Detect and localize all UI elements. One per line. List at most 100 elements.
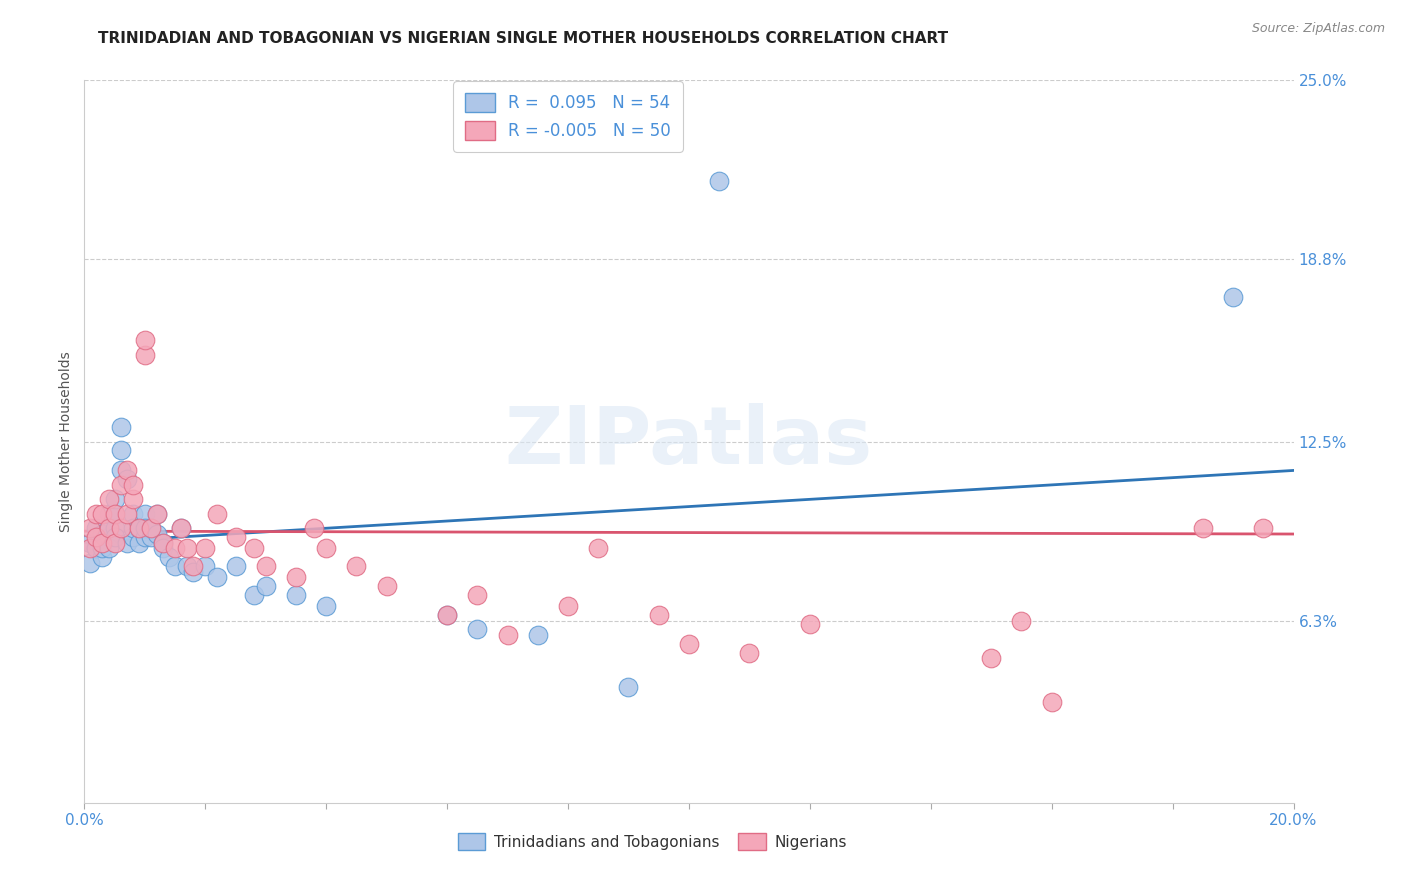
Legend: Trinidadians and Tobagonians, Nigerians: Trinidadians and Tobagonians, Nigerians bbox=[451, 827, 853, 856]
Point bbox=[104, 535, 127, 549]
Point bbox=[146, 507, 169, 521]
Point bbox=[152, 535, 174, 549]
Point bbox=[557, 599, 579, 614]
Point bbox=[104, 507, 127, 521]
Point bbox=[648, 607, 671, 622]
Point bbox=[139, 530, 162, 544]
Point bbox=[139, 521, 162, 535]
Point bbox=[97, 521, 120, 535]
Point bbox=[110, 463, 132, 477]
Point bbox=[1222, 290, 1244, 304]
Point bbox=[115, 472, 138, 486]
Point bbox=[139, 521, 162, 535]
Point bbox=[678, 637, 700, 651]
Point bbox=[170, 521, 193, 535]
Point bbox=[242, 588, 264, 602]
Point bbox=[79, 521, 101, 535]
Point bbox=[110, 420, 132, 434]
Point bbox=[134, 521, 156, 535]
Point bbox=[346, 558, 368, 573]
Point bbox=[97, 541, 120, 556]
Point bbox=[285, 570, 308, 584]
Point bbox=[207, 507, 229, 521]
Point bbox=[97, 521, 120, 535]
Point bbox=[115, 507, 138, 521]
Point bbox=[467, 588, 489, 602]
Point bbox=[128, 521, 150, 535]
Y-axis label: Single Mother Households: Single Mother Households bbox=[59, 351, 73, 532]
Point bbox=[980, 651, 1002, 665]
Point bbox=[254, 558, 277, 573]
Point bbox=[152, 535, 174, 549]
Text: ZIPatlas: ZIPatlas bbox=[505, 402, 873, 481]
Point bbox=[110, 478, 132, 492]
Point bbox=[110, 521, 132, 535]
Point bbox=[225, 558, 247, 573]
Point bbox=[315, 541, 337, 556]
Point bbox=[1011, 614, 1033, 628]
Point bbox=[194, 541, 217, 556]
Point bbox=[128, 535, 150, 549]
Point bbox=[79, 541, 101, 556]
Point bbox=[527, 628, 550, 642]
Point bbox=[91, 535, 114, 549]
Point bbox=[709, 174, 731, 188]
Point bbox=[375, 579, 398, 593]
Point bbox=[97, 507, 120, 521]
Point bbox=[207, 570, 229, 584]
Point bbox=[110, 443, 132, 458]
Point bbox=[799, 616, 821, 631]
Point bbox=[134, 348, 156, 362]
Text: TRINIDADIAN AND TOBAGONIAN VS NIGERIAN SINGLE MOTHER HOUSEHOLDS CORRELATION CHAR: TRINIDADIAN AND TOBAGONIAN VS NIGERIAN S… bbox=[98, 31, 949, 46]
Point bbox=[134, 530, 156, 544]
Point bbox=[121, 507, 143, 521]
Text: Source: ZipAtlas.com: Source: ZipAtlas.com bbox=[1251, 22, 1385, 36]
Point bbox=[121, 492, 143, 507]
Point bbox=[79, 535, 101, 549]
Point bbox=[254, 579, 277, 593]
Point bbox=[165, 558, 187, 573]
Point bbox=[115, 463, 138, 477]
Point bbox=[436, 607, 458, 622]
Point bbox=[104, 492, 127, 507]
Point bbox=[738, 646, 761, 660]
Point bbox=[315, 599, 337, 614]
Point bbox=[121, 521, 143, 535]
Point bbox=[165, 541, 187, 556]
Point bbox=[104, 530, 127, 544]
Point bbox=[496, 628, 519, 642]
Point bbox=[181, 565, 204, 579]
Point bbox=[86, 507, 108, 521]
Point bbox=[467, 623, 489, 637]
Point bbox=[194, 558, 217, 573]
Point bbox=[285, 588, 308, 602]
Point bbox=[86, 521, 108, 535]
Point bbox=[242, 541, 264, 556]
Point bbox=[617, 680, 640, 694]
Point bbox=[176, 558, 198, 573]
Point bbox=[436, 607, 458, 622]
Point bbox=[91, 541, 114, 556]
Point bbox=[86, 541, 108, 556]
Point bbox=[91, 550, 114, 565]
Point bbox=[146, 527, 169, 541]
Point bbox=[104, 507, 127, 521]
Point bbox=[302, 521, 325, 535]
Point bbox=[170, 521, 193, 535]
Point bbox=[225, 530, 247, 544]
Point bbox=[115, 535, 138, 549]
Point bbox=[1253, 521, 1275, 535]
Point bbox=[134, 507, 156, 521]
Point bbox=[121, 478, 143, 492]
Point bbox=[176, 541, 198, 556]
Point bbox=[152, 541, 174, 556]
Point bbox=[588, 541, 610, 556]
Point bbox=[91, 535, 114, 549]
Point bbox=[86, 541, 108, 556]
Point bbox=[97, 530, 120, 544]
Point bbox=[121, 530, 143, 544]
Point bbox=[128, 521, 150, 535]
Point bbox=[157, 550, 180, 565]
Point bbox=[181, 558, 204, 573]
Point bbox=[1040, 695, 1063, 709]
